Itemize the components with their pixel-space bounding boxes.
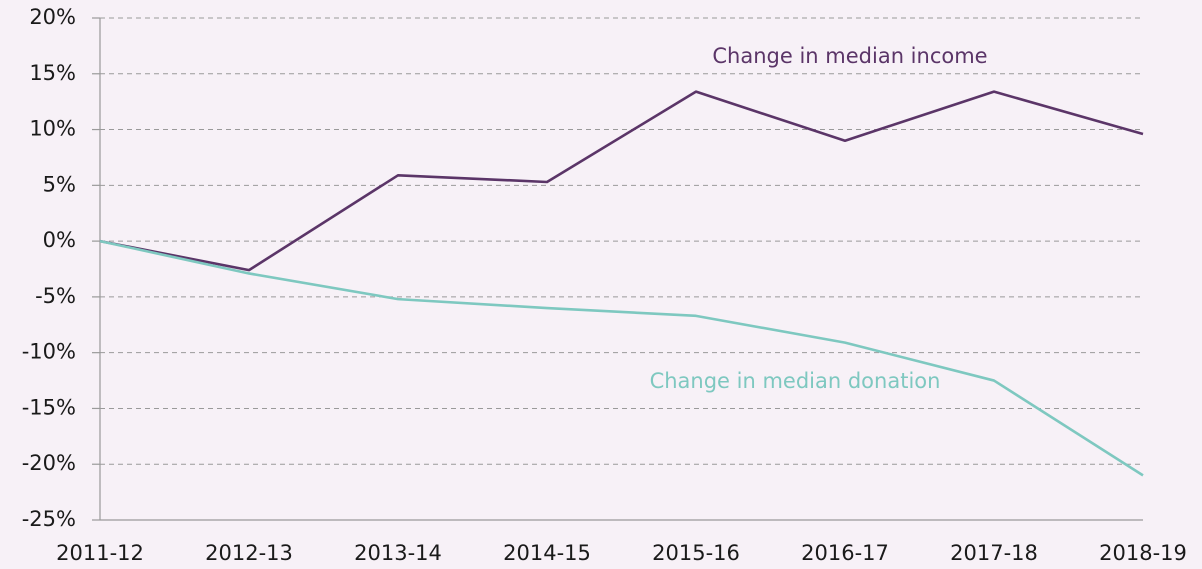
x-tick-label: 2013-14 [354,541,442,565]
y-tick-label: -5% [35,284,76,308]
x-tick-label: 2018-19 [1099,541,1187,565]
series-line [99,90,1144,272]
y-tick-label: -20% [22,451,76,475]
y-tick-label: 5% [43,172,76,196]
y-tick-label: 0% [43,228,76,252]
x-tick-label: 2012-13 [205,541,293,565]
x-tick-label: 2016-17 [801,541,889,565]
y-tick-label: 10% [29,117,76,141]
series-label: Change in median income [712,44,987,68]
x-tick-label: 2011-12 [56,541,144,565]
x-tick-label: 2017-18 [950,541,1038,565]
series-line [99,239,1144,477]
series-label: Change in median donation [650,369,941,393]
x-tick-label: 2014-15 [503,541,591,565]
y-tick-label: -25% [22,507,76,531]
y-tick-label: -10% [22,340,76,364]
y-tick-label: -15% [22,395,76,419]
x-tick-label: 2015-16 [652,541,740,565]
y-tick-label: 20% [29,5,76,29]
y-tick-label: 15% [29,61,76,85]
